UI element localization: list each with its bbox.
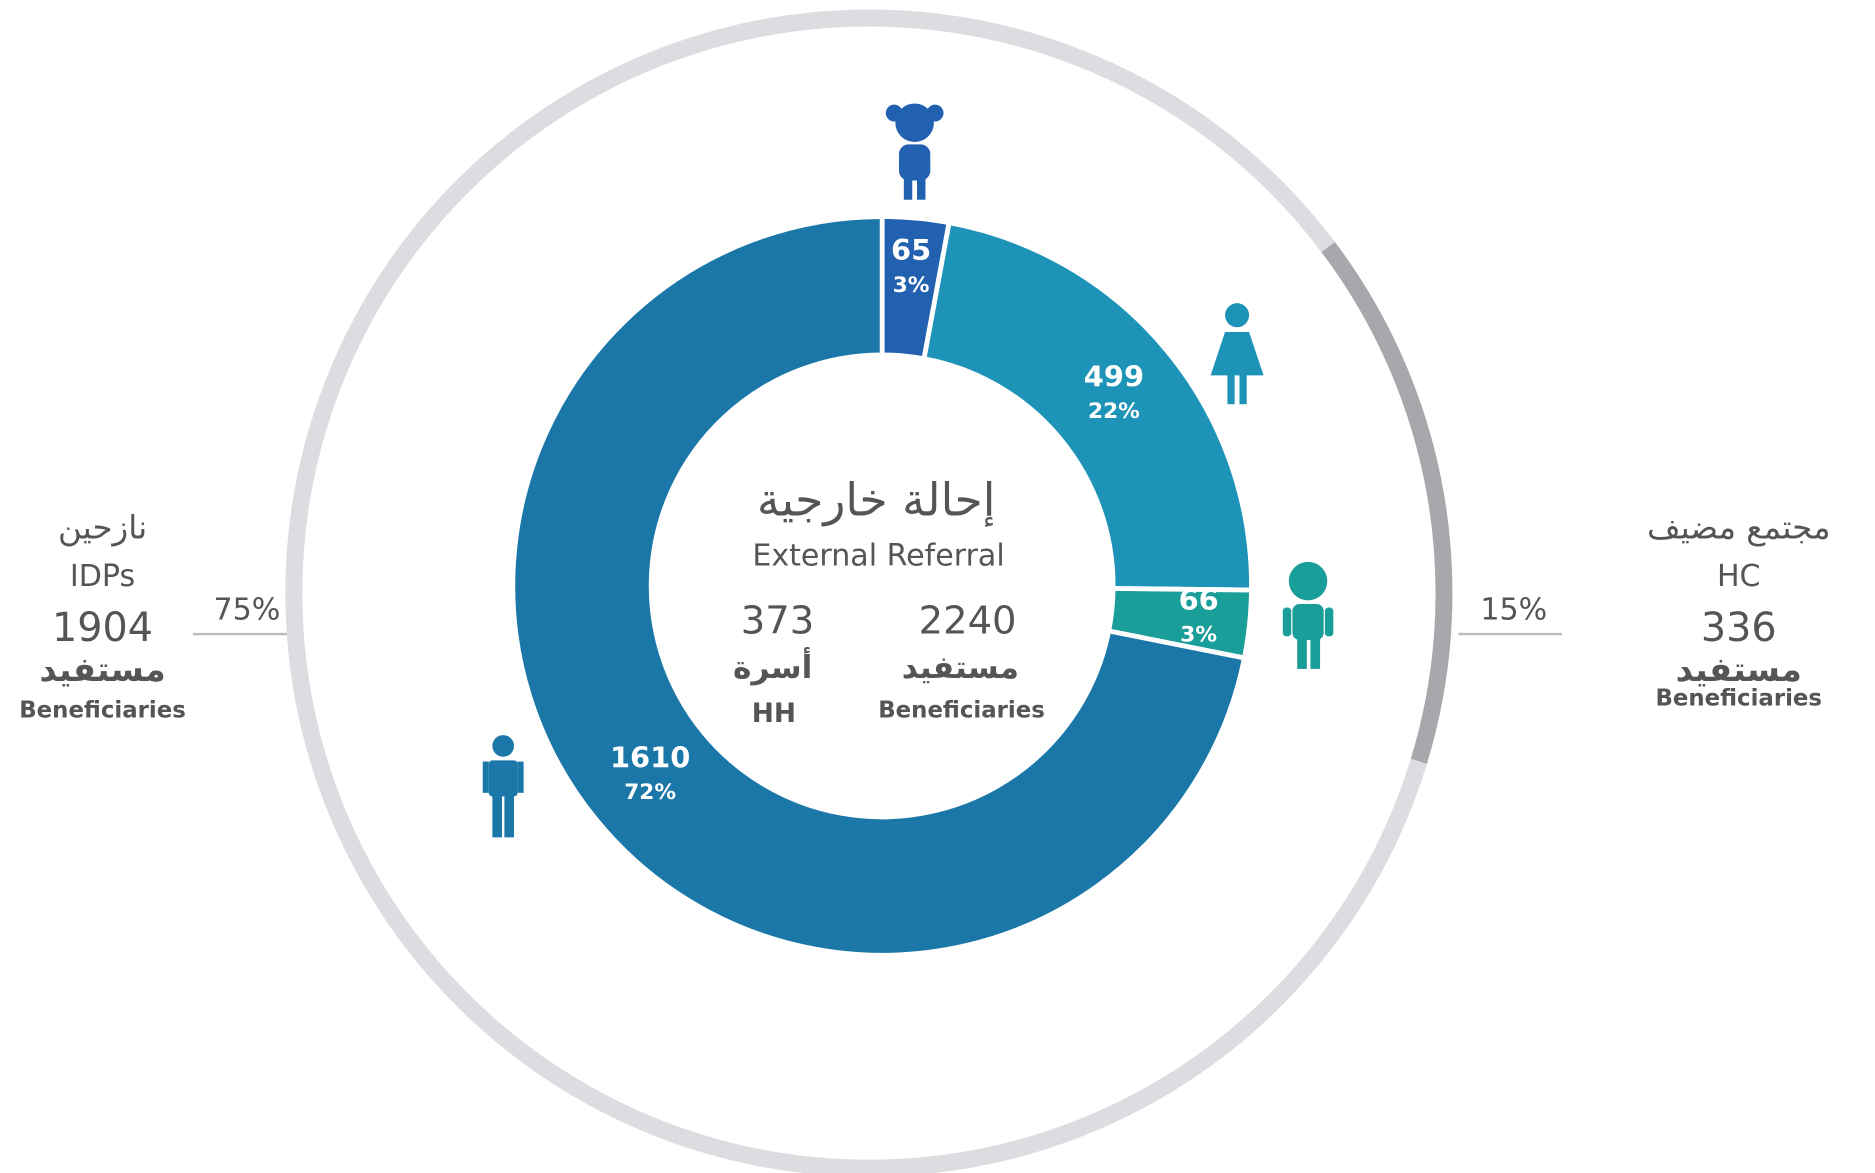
households-ar: أسرة	[733, 647, 812, 686]
group-share: 75%	[214, 593, 281, 628]
group-name-en: IDPs	[70, 559, 135, 594]
beneficiaries-value: 2240	[919, 599, 1017, 644]
group-label-en: Beneficiaries	[1655, 685, 1822, 711]
slice-percent: 72%	[624, 780, 676, 805]
slice-value: 1610	[610, 740, 690, 774]
households-value: 373	[741, 599, 814, 644]
group-name-en: HC	[1717, 559, 1761, 594]
slice-value: 499	[1084, 359, 1144, 393]
group-value: 1904	[52, 605, 153, 651]
group-share: 15%	[1480, 593, 1547, 628]
slice-percent: 22%	[1088, 399, 1140, 424]
group-value: 336	[1701, 605, 1777, 651]
group-label-ar: مستفيد	[39, 650, 165, 689]
slice-value: 65	[891, 233, 931, 267]
slice-percent: 3%	[1180, 623, 1217, 648]
ring-arc	[285, 9, 1427, 1173]
woman-icon	[1210, 303, 1264, 405]
ring-arc	[1321, 241, 1453, 764]
girl-icon	[885, 103, 944, 200]
beneficiaries-ar: مستفيد	[902, 650, 1019, 686]
beneficiaries-en: Beneficiaries	[878, 698, 1045, 724]
group-label-en: Beneficiaries	[19, 698, 186, 724]
slice-value: 66	[1179, 583, 1219, 617]
households-en: HH	[752, 698, 796, 729]
donut-slice	[510, 214, 1248, 958]
slice-percent: 3%	[893, 273, 930, 298]
donut-slice	[921, 219, 1254, 593]
group-name: مجتمع مضيف	[1647, 508, 1830, 546]
subtitle: External Referral	[752, 539, 1004, 574]
man-icon	[482, 735, 524, 838]
title: إحالة خارجية	[757, 473, 996, 526]
group-label-ar: مستفيد	[1676, 650, 1802, 689]
group-name: نازحين	[58, 508, 147, 546]
boy-icon	[1282, 561, 1334, 669]
